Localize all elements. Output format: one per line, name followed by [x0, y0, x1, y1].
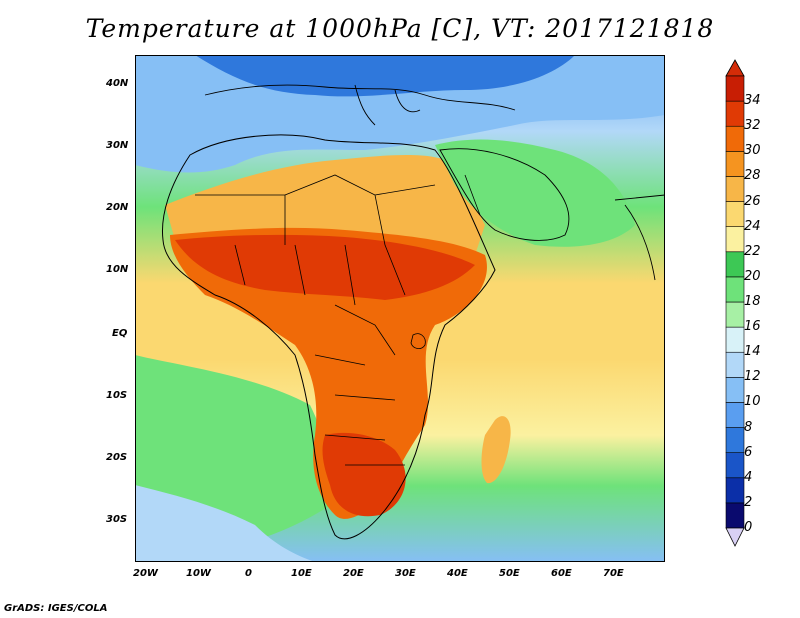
lat-label: 40N [106, 78, 129, 89]
colorbar-swatch [725, 351, 745, 378]
europe-coastline [204, 84, 516, 126]
field-madagascar [481, 416, 511, 484]
colorbar-swatch [725, 326, 745, 353]
lon-label: 40E [447, 568, 468, 579]
field-arabia [435, 139, 635, 247]
colorbar-swatch [725, 276, 745, 303]
colorbar-swatch [725, 201, 745, 227]
lat-label: 30N [106, 140, 129, 151]
colorbar-tick-label: 24 [744, 218, 761, 234]
lon-label: 10W [186, 568, 211, 579]
field-hottest-sahel [175, 234, 475, 300]
colorbar-swatch [725, 226, 745, 253]
lat-label: 10S [106, 390, 128, 401]
arabia-coastline [439, 148, 570, 241]
field-atlantic-cooler [135, 485, 315, 562]
colorbar-tick-label: 28 [744, 168, 761, 184]
lon-label: 10E [291, 568, 312, 579]
field-hottest-south [322, 432, 406, 517]
map-title: Temperature at 1000hPa [C], VT: 20171218… [85, 14, 715, 43]
colorbar-swatch [725, 75, 745, 102]
colorbar-tick-label: 6 [744, 444, 753, 460]
colorbar-swatch [725, 502, 745, 529]
map-border [135, 55, 665, 562]
lon-label: 20E [343, 568, 364, 579]
colorbar-tick-label: 0 [744, 520, 753, 535]
temperature-map [135, 55, 665, 562]
footer-credit: GrADS: IGES/COLA [4, 603, 108, 614]
colorbar-swatch [725, 427, 745, 453]
colorbar-tick-label: 32 [744, 118, 761, 134]
lon-label: 70E [603, 568, 624, 579]
lon-label: 20W [133, 568, 158, 579]
colorbar-swatch [725, 251, 745, 278]
colorbar [725, 59, 745, 547]
colorbar-swatch [725, 452, 745, 479]
colorbar-swatch [725, 377, 745, 403]
field-hot-central [170, 227, 487, 519]
lat-label: 20N [106, 202, 129, 213]
lon-label: 60E [551, 568, 572, 579]
colorbar-tick-label: 34 [744, 93, 761, 109]
colorbar-tick-label: 2 [744, 494, 753, 510]
colorbar-tick-label: 4 [744, 469, 753, 485]
lat-label: 20S [106, 452, 128, 463]
colorbar-tick-label: 12 [744, 369, 761, 385]
colorbar-over-arrow [725, 59, 745, 77]
colorbar-swatch [725, 477, 745, 504]
india-coastline [614, 194, 665, 281]
country-borders [195, 174, 481, 466]
colorbar-swatch [725, 402, 745, 428]
colorbar-under-arrow [725, 527, 745, 547]
colorbar-tick-label: 10 [744, 394, 761, 410]
colorbar-tick-label: 16 [744, 319, 761, 335]
colorbar-tick-label: 14 [744, 344, 761, 360]
lake-victoria [410, 333, 426, 349]
colorbar-tick-label: 22 [744, 243, 761, 259]
lon-label: 50E [499, 568, 520, 579]
colorbar-tick-label: 8 [744, 419, 753, 435]
lat-label: 10N [106, 264, 129, 275]
lat-label: 30S [106, 514, 128, 525]
lon-label: 30E [395, 568, 416, 579]
colorbar-swatch [725, 176, 745, 202]
colorbar-tick-label: 18 [744, 294, 761, 309]
colorbar-swatch [725, 100, 745, 127]
field-north-coldest [195, 55, 575, 97]
colorbar-tick-label: 20 [744, 268, 761, 284]
africa-coastline [161, 134, 496, 540]
colorbar-swatch [725, 151, 745, 177]
colorbar-tick-label: 30 [744, 143, 761, 159]
lon-label: 0 [245, 568, 252, 579]
colorbar-tick-label: 26 [744, 193, 761, 209]
colorbar-swatch [725, 125, 745, 152]
colorbar-swatch [725, 301, 745, 328]
lat-label: EQ [112, 328, 128, 339]
